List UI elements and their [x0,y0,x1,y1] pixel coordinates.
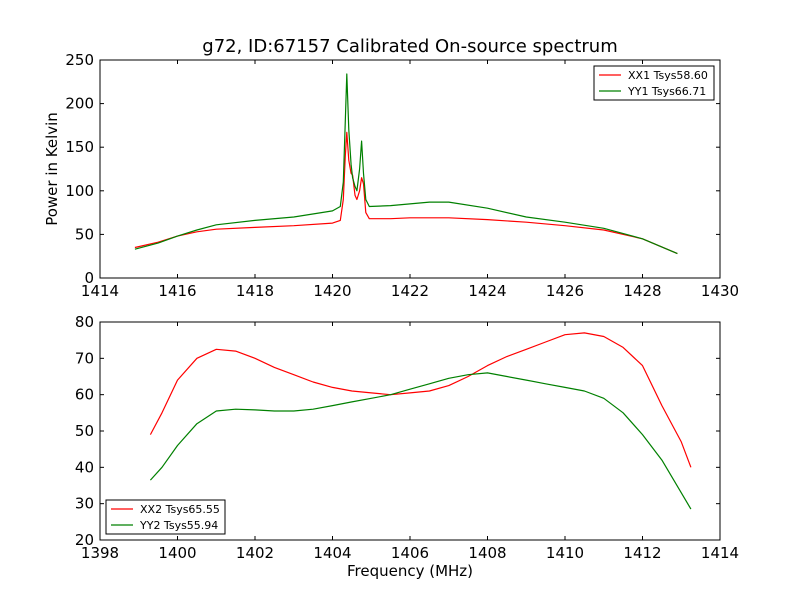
bottom-x-tick-label: 1404 [313,544,351,562]
bottom-y-tick-label: 40 [75,458,94,476]
bottom-panel: 1398 1400 1402 1404 1406 1408 1410 1412 1414 20 30… [75,313,739,580]
top-x-tick-label: 1416 [158,282,196,300]
bottom-legend-box [105,499,226,535]
bottom-x-tick-label: 1402 [236,544,274,562]
bottom-x-tick-label: 1412 [623,544,661,562]
top-x-tick-label: 1430 [701,282,739,300]
top-x-tick-label: 1414 [81,282,119,300]
top-x-tick-label: 1424 [468,282,506,300]
top-y-tick-label: 100 [65,182,94,200]
bottom-x-tick-label: 1398 [81,544,119,562]
top-x-tick-label: 1422 [391,282,429,300]
top-panel: 1414 1416 1418 1420 1422 1424 1426 1428 1430 0 50 1… [43,51,739,300]
top-x-tick-label: 1418 [236,282,274,300]
top-series-line-1 [134,73,678,255]
top-ticks-group: 1414 1416 1418 1420 1422 1424 1426 1428 1430 0 50 1… [65,51,739,300]
top-y-tick-label: 200 [65,95,94,113]
top-x-tick-label: 1426 [546,282,584,300]
top-series-group [134,73,678,255]
bottom-x-tick-label: 1414 [701,544,739,562]
bottom-y-tick-label: 20 [75,531,94,549]
top-y-tick-label: 250 [65,51,94,69]
top-legend-box [593,65,715,101]
top-legend: XX1 Tsys58.60 YY1 Tsys66.71 [593,65,715,101]
bottom-y-tick-label: 30 [75,495,94,513]
bottom-legend-label-yy2: YY2 Tsys55.94 [139,519,218,532]
bottom-y-tick-label: 60 [75,386,94,404]
top-x-tick-label: 1428 [623,282,661,300]
bottom-legend-label-xx2: XX2 Tsys65.55 [140,503,220,516]
bottom-y-tick-label: 80 [75,313,94,331]
bottom-ticks-group: 1398 1400 1402 1404 1406 1408 1410 1412 1414 20 30… [75,313,739,562]
top-y-axis-label: Power in Kelvin [43,112,61,226]
top-y-tick-label: 50 [75,225,94,243]
bottom-x-tick-label: 1408 [468,544,506,562]
chart-title: g72, ID:67157 Calibrated On-source spect… [202,36,617,57]
bottom-x-tick-label: 1400 [158,544,196,562]
bottom-series-group [149,332,692,510]
bottom-series-line-1 [149,372,692,510]
bottom-y-tick-label: 70 [75,349,94,367]
top-legend-label-yy1: YY1 Tsys66.71 [627,85,706,98]
top-series-line-0 [134,131,678,255]
bottom-x-axis-label: Frequency (MHz) [347,562,473,580]
bottom-y-tick-label: 50 [75,422,94,440]
top-legend-label-xx1: XX1 Tsys58.60 [628,69,708,82]
bottom-legend: XX2 Tsys65.55 YY2 Tsys55.94 [105,499,226,535]
top-x-tick-label: 1420 [313,282,351,300]
top-y-tick-label: 0 [84,269,94,287]
bottom-x-tick-label: 1410 [546,544,584,562]
bottom-series-line-0 [149,332,692,468]
top-y-tick-label: 150 [65,138,94,156]
bottom-x-tick-label: 1406 [391,544,429,562]
